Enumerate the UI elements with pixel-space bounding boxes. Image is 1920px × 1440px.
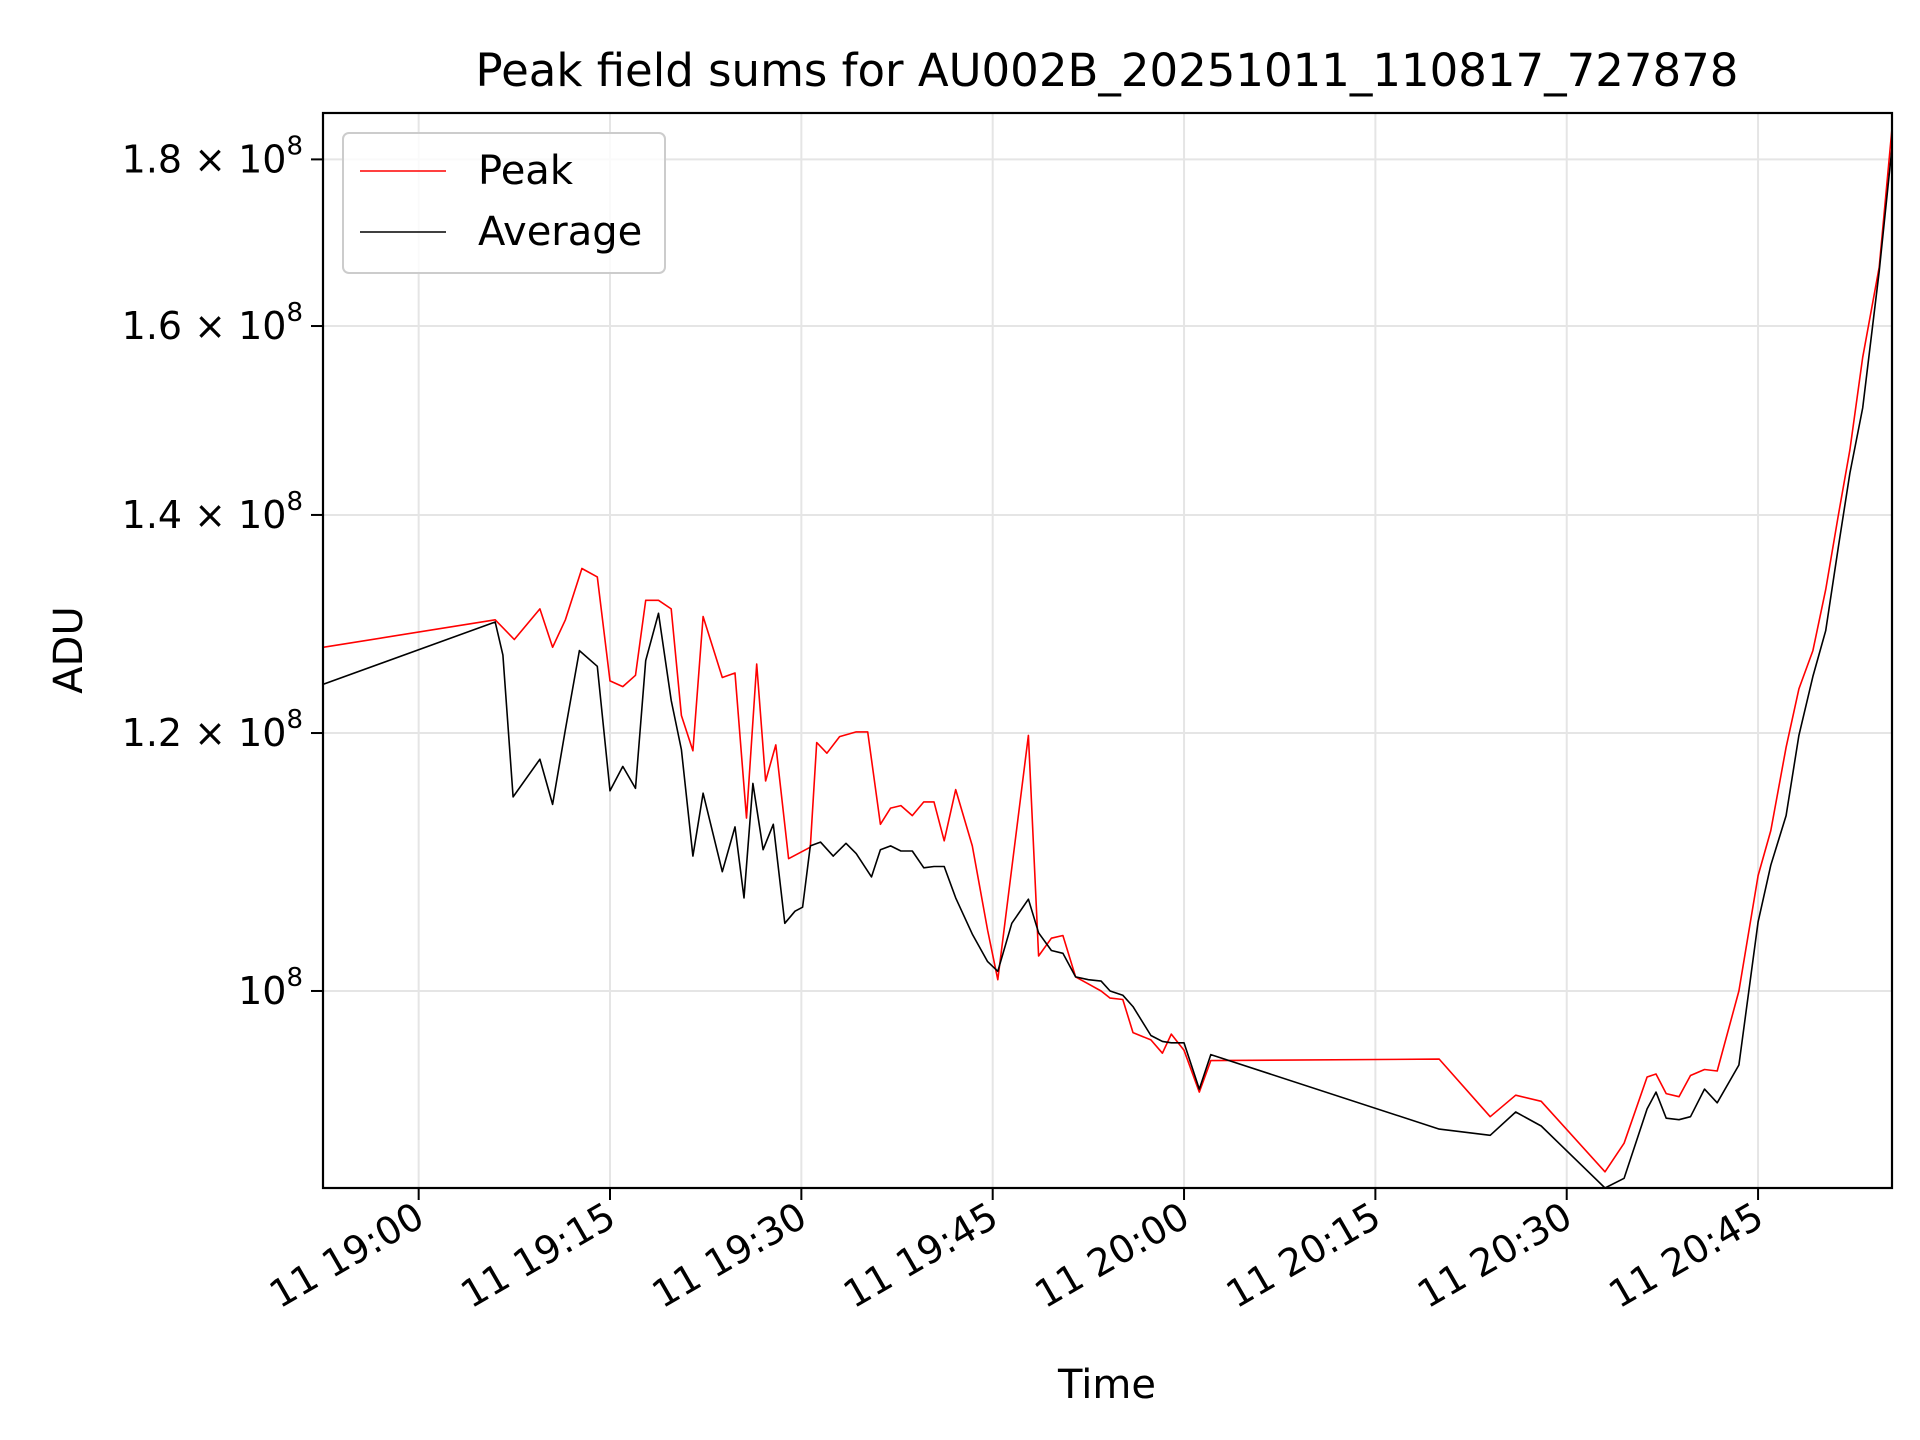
- y-tick-mantissa: 1.6 ×: [122, 304, 238, 348]
- plot-frame: [321, 111, 1894, 1190]
- chart-title: Peak field sums for AU002B_20251011_1108…: [476, 44, 1739, 97]
- y-tick-exponent: 8: [286, 963, 303, 993]
- legend-label-average: Average: [478, 209, 642, 255]
- legend: Peak Average: [342, 132, 666, 274]
- y-tick-exponent: 8: [286, 705, 303, 735]
- grid: [323, 113, 1892, 1188]
- y-axis-label: ADU: [46, 606, 92, 693]
- y-tick-label: 1.8 × 108: [122, 131, 303, 181]
- y-tick-base: 10: [238, 137, 286, 181]
- y-tick-label: 1.2 × 108: [122, 705, 303, 755]
- y-tick-exponent: 8: [286, 131, 303, 161]
- y-tick-label: 1.6 × 108: [122, 298, 303, 348]
- y-axis: 1081.2 × 1081.4 × 1081.6 × 1081.8 × 108: [122, 131, 323, 1013]
- legend-box: [342, 132, 666, 274]
- legend-label-peak: Peak: [478, 148, 574, 194]
- y-tick-mantissa: 1.4 ×: [122, 493, 238, 537]
- y-tick-base: 10: [238, 711, 286, 755]
- y-tick-exponent: 8: [286, 298, 303, 328]
- y-tick-label: 108: [238, 963, 303, 1013]
- y-tick-base: 10: [238, 493, 286, 537]
- x-axis-label: Time: [1057, 1362, 1156, 1408]
- y-tick-label: 1.4 × 108: [122, 487, 303, 537]
- y-tick-base: 10: [238, 969, 286, 1013]
- series: [323, 128, 1892, 1188]
- y-tick-exponent: 8: [286, 487, 303, 517]
- y-tick-mantissa: 1.8 ×: [122, 137, 238, 181]
- y-tick-base: 10: [238, 304, 286, 348]
- series-line-peak: [323, 128, 1892, 1173]
- y-tick-mantissa: 1.2 ×: [122, 711, 238, 755]
- series-line-average: [323, 147, 1892, 1188]
